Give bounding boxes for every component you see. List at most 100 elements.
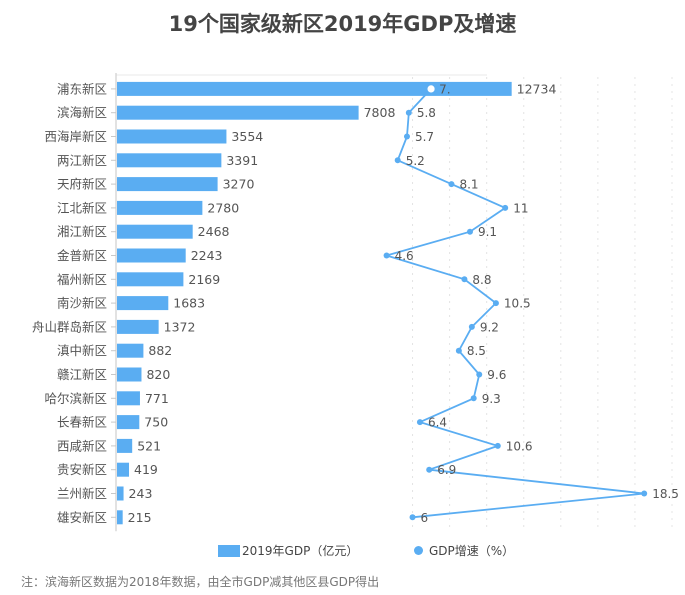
bar-value-label: 7808 [364, 105, 396, 120]
category-label: 两江新区 [57, 153, 107, 168]
category-label: 滇中新区 [57, 343, 107, 358]
category-label: 贵安新区 [57, 462, 107, 477]
grid [115, 73, 673, 532]
bar [117, 319, 159, 334]
bar-value-label: 2468 [198, 224, 230, 239]
bar-value-label: 882 [148, 343, 172, 358]
line-point [468, 323, 475, 330]
line-value-label: 7. [439, 82, 450, 96]
bar [117, 248, 186, 263]
category-label: 金普新区 [57, 248, 107, 263]
line-point [470, 395, 477, 402]
line-point [476, 371, 483, 378]
category-label: 哈尔滨新区 [44, 391, 107, 406]
bar-value-label: 1372 [164, 319, 196, 334]
line-point [494, 442, 501, 449]
line-point [416, 419, 423, 426]
bar-value-label: 3391 [226, 153, 258, 168]
bar [117, 486, 124, 501]
bar [117, 105, 359, 120]
category-label: 雄安新区 [57, 510, 107, 525]
bar-value-label: 2243 [191, 248, 223, 263]
line-value-label: 5.2 [406, 154, 425, 168]
category-label: 南沙新区 [57, 296, 107, 311]
line-point [466, 228, 473, 235]
bar [117, 367, 142, 382]
line-value-label: 5.7 [415, 130, 434, 144]
line-point-ring [427, 85, 435, 93]
legend-bar-label: 2019年GDP（亿元） [242, 544, 359, 558]
bar-value-label: 2780 [207, 200, 239, 215]
category-label: 西海岸新区 [44, 129, 107, 144]
line-value-label: 5.8 [417, 106, 436, 120]
line-value-label: 8.8 [472, 273, 491, 287]
line-point [461, 276, 468, 283]
line-point [448, 181, 455, 188]
legend-line-swatch [414, 546, 423, 555]
line-value-label: 18.5 [652, 487, 679, 501]
chart-plot: 浦东新区 12734 滨海新区 7808 西海岸新区 3554 两江新区 3391 天府新区 32… [32, 73, 679, 532]
line-point [405, 109, 412, 116]
line-value-label: 9.6 [487, 368, 506, 382]
line-series: 7.5.8 5.7 5.2 8.1 11 9.1 4.6 8.8 10.5 9.2 8.59.6 9.… [383, 82, 679, 525]
bar-value-label: 3270 [223, 177, 255, 192]
category-label: 浦东新区 [57, 81, 107, 96]
bar [117, 415, 140, 430]
bar-value-label: 12734 [517, 81, 557, 96]
bar [117, 81, 512, 96]
category-label: 西咸新区 [57, 438, 107, 453]
bar [117, 343, 144, 358]
line-value-label: 8.1 [459, 178, 478, 192]
category-label: 滨海新区 [57, 105, 107, 120]
bar-value-label: 243 [129, 486, 153, 501]
category-label: 湘江新区 [57, 224, 107, 239]
line-point [641, 490, 648, 497]
line-value-label: 9.2 [480, 320, 499, 334]
bar [117, 296, 169, 311]
legend-item-gdp[interactable]: 2019年GDP（亿元） [218, 542, 358, 559]
line-value-label: 9.1 [478, 225, 497, 239]
bar-value-label: 2169 [188, 272, 220, 287]
category-label: 长春新区 [57, 415, 107, 430]
bar-value-label: 521 [137, 438, 161, 453]
category-label: 天府新区 [57, 177, 107, 192]
line-point [502, 204, 509, 211]
category-label: 赣江新区 [57, 367, 107, 382]
bar-value-label: 1683 [173, 296, 205, 311]
bar [117, 462, 130, 477]
line-value-label: 9.3 [482, 392, 501, 406]
legend-line-label: GDP增速（%） [429, 544, 515, 558]
bar [117, 510, 123, 525]
bar [117, 177, 218, 192]
bar-series: 浦东新区 12734 滨海新区 7808 西海岸新区 3554 两江新区 3391 天府新区 32… [32, 81, 556, 524]
bar [117, 200, 203, 215]
line-point [403, 133, 410, 140]
bar [117, 438, 133, 453]
line-point [394, 157, 401, 164]
bar [117, 391, 140, 406]
bar [117, 129, 227, 144]
line-value-label: 10.5 [504, 297, 531, 311]
bar-value-label: 3554 [231, 129, 263, 144]
line-value-label: 4.6 [395, 249, 414, 263]
bar [117, 272, 184, 287]
line-value-label: 6.9 [437, 463, 456, 477]
bar-value-label: 771 [145, 391, 169, 406]
bar-value-label: 820 [146, 367, 170, 382]
legend-item-growth[interactable]: GDP增速（%） [414, 542, 514, 559]
line-point [492, 300, 499, 307]
bar [117, 224, 193, 239]
line-point [409, 514, 416, 521]
line-value-label: 6 [421, 511, 429, 525]
category-label: 江北新区 [57, 200, 107, 215]
line-value-label: 8.5 [467, 344, 486, 358]
bar [117, 153, 222, 168]
legend: 2019年GDP（亿元） GDP增速（%） [0, 542, 685, 560]
category-label: 兰州新区 [57, 486, 107, 501]
line-value-label: 6.4 [428, 416, 447, 430]
bar-value-label: 750 [144, 415, 168, 430]
bar-value-label: 419 [134, 462, 158, 477]
bar-value-label: 215 [128, 510, 152, 525]
line-point [383, 252, 390, 259]
category-label: 舟山群岛新区 [32, 319, 107, 334]
